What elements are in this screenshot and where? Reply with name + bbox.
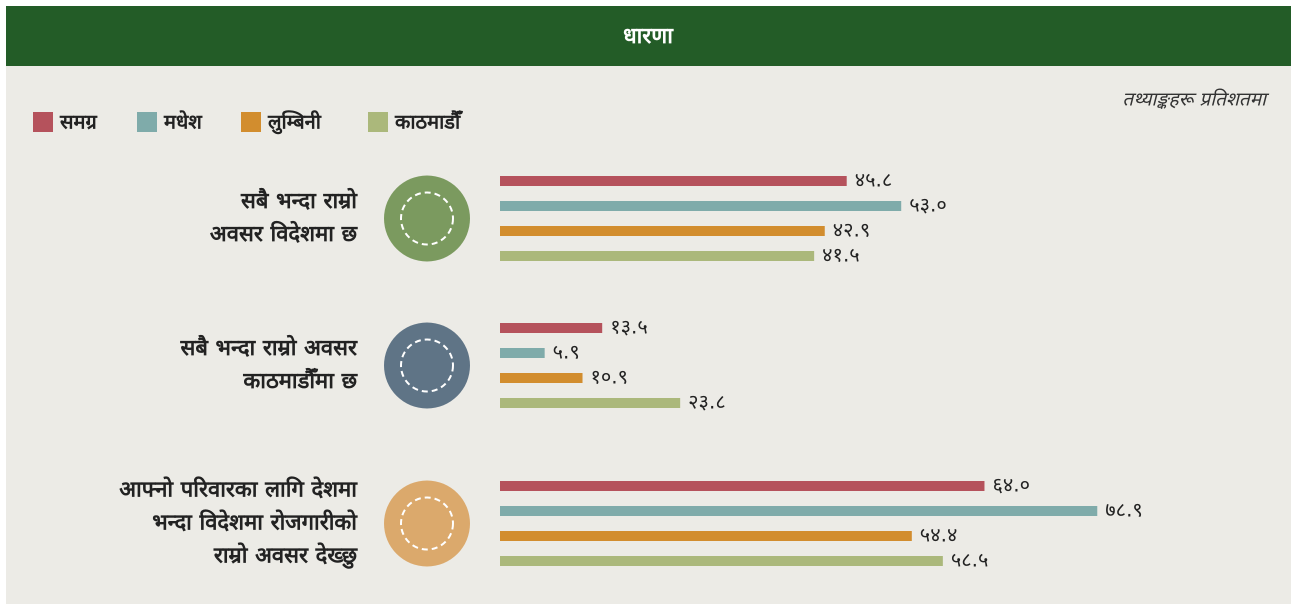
bar: [500, 176, 847, 186]
bar: [500, 481, 985, 491]
bar: [500, 556, 943, 566]
panel: [6, 6, 1291, 604]
bar: [500, 373, 583, 383]
legend-label: मधेश: [163, 110, 203, 134]
value-label: ५.९: [553, 340, 580, 364]
value-label: ६४.०: [992, 473, 1030, 497]
value-label: १०.९: [591, 365, 629, 389]
bar: [500, 506, 1098, 516]
legend-swatch: [137, 112, 157, 132]
chart-title: धारणा: [623, 24, 674, 49]
value-label: ५३.०: [909, 193, 947, 217]
bar: [500, 531, 912, 541]
value-label: ७८.९: [1105, 498, 1143, 522]
legend-label: लुम्बिनी: [267, 110, 322, 135]
legend-swatch: [33, 112, 53, 132]
category-label: सबै भन्दा राम्रो अवसर: [179, 334, 358, 361]
icon-detail: [400, 191, 454, 246]
icon: [384, 322, 470, 409]
value-label: ५८.५: [951, 548, 989, 572]
category-label: सबै भन्दा राम्रो: [240, 187, 358, 214]
icon-detail: [400, 338, 454, 393]
value-label: ४५.८: [855, 168, 893, 192]
bar: [500, 201, 902, 211]
icon-detail: [400, 496, 454, 551]
value-label: ४१.५: [822, 243, 860, 267]
category-label: भन्दा विदेशमा रोजगारीको: [152, 509, 358, 536]
header: [6, 6, 1291, 66]
icon: [384, 175, 470, 262]
legend-swatch: [368, 112, 388, 132]
category-label: काठमाडौँमा छ: [242, 367, 358, 394]
bar: [500, 398, 681, 408]
bar: [500, 251, 815, 261]
category-label: राम्रो अवसर देख्छु: [213, 542, 359, 570]
bar: [500, 348, 545, 358]
bar: [500, 323, 603, 333]
value-label: ४२.९: [833, 218, 871, 242]
note: तथ्याङ्कहरू प्रतिशतमा: [1122, 88, 1270, 111]
legend-label: समग्र: [59, 110, 97, 134]
legend-label: काठमाडौँ: [394, 110, 463, 134]
icon: [384, 480, 470, 567]
category-label: आफ्नो परिवारका लागि देशमा: [119, 476, 358, 503]
bar: [500, 226, 825, 236]
value-label: २३.८: [688, 390, 726, 414]
legend-swatch: [241, 112, 261, 132]
category-label: अवसर विदेशमा छ: [210, 220, 359, 247]
value-label: ५४.४: [920, 523, 958, 547]
value-label: १३.५: [610, 315, 648, 339]
